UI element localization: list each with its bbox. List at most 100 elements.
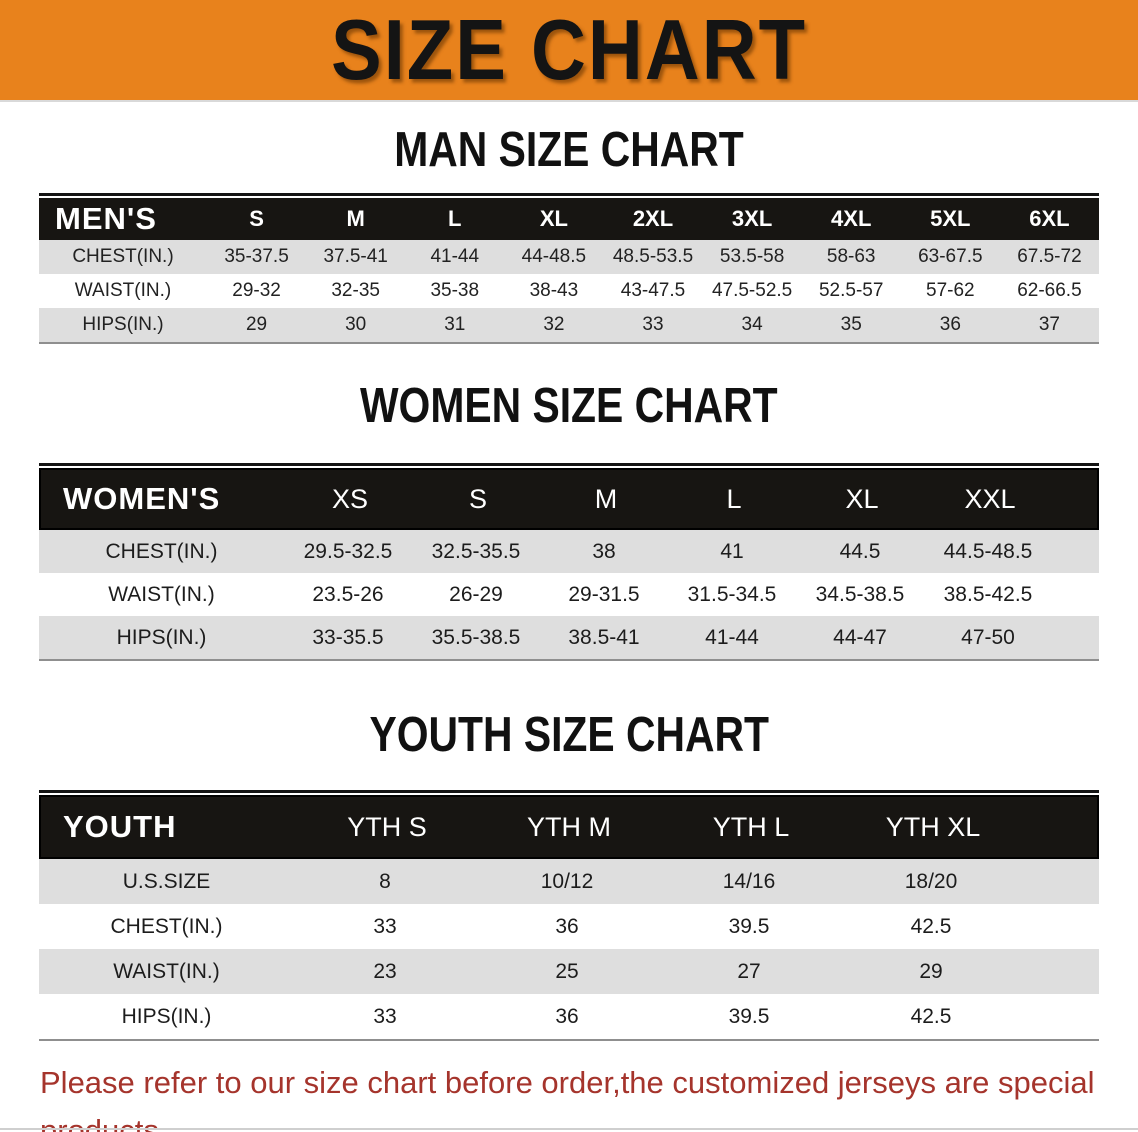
youth-size-section: YOUTH SIZE CHART YOUTH YTH S YTH M YTH L YTH… [0,707,1138,1041]
size-column-header: XS [331,483,369,514]
table-header-row: MEN'S S M L XL 2XL 3XL 4XL 5XL 6XL [39,198,1099,240]
order-policy-line-1: Please refer to our size chart before or… [40,1065,1095,1132]
table-cell: 23.5-26 [312,582,384,606]
table-cell: 39.5 [728,914,770,938]
table-row: CHEST(IN.) 29.5-32.5 32.5-35.5 38 41 44.5 44.5… [39,530,1099,573]
table-row: WAIST(IN.) 29-32 32-35 35-38 38-43 43-47.5 47.… [39,274,1099,308]
table-cell: 58-63 [826,246,876,267]
table-cell: 31 [444,314,466,335]
table-cell: 27 [737,959,761,983]
table-cell: 33-35.5 [312,625,384,649]
table-cell: 44.5 [839,539,881,563]
row-label-cell: CHEST(IN.) [72,246,174,267]
youth-size-table: YOUTH YTH S YTH M YTH L YTH XL U.S.SIZE 8 10/12… [39,790,1099,1041]
row-label-cell: HIPS(IN.) [121,1004,212,1028]
size-column-header: 5XL [930,206,971,231]
table-cell: 38 [592,539,616,563]
men-size-section: MAN SIZE CHART MEN'S S M L XL 2XL 3XL 4XL 5XL 6XL… [0,122,1138,344]
table-cell: 41-44 [430,246,480,267]
table-cell: 34.5-38.5 [815,582,905,606]
table-cell: 36 [939,314,961,335]
women-section-heading: WOMEN SIZE CHART [0,378,1138,433]
table-cell: 29 [919,959,943,983]
table-cell: 33 [373,1004,397,1028]
table-header-label: WOMEN'S [63,481,221,516]
size-column-header: L [448,206,462,231]
table-cell: 35.5-38.5 [431,625,521,649]
table-cell: 67.5-72 [1017,246,1082,267]
table-row: HIPS(IN.) 33-35.5 35.5-38.5 38.5-41 41-44 44-… [39,616,1099,659]
table-cell: 35 [840,314,862,335]
row-label-cell: WAIST(IN.) [74,280,172,301]
table-cell: 34 [741,314,763,335]
table-cell: 44-48.5 [521,246,587,267]
table-cell: 44-47 [833,625,887,649]
order-policy-note: Please refer to our size chart before or… [40,1059,1110,1132]
table-cell: 47-50 [961,625,1015,649]
size-column-header: 4XL [831,206,872,231]
table-cell: 8 [379,869,391,893]
table-cell: 33 [642,314,664,335]
row-label-cell: WAIST(IN.) [108,582,215,606]
men-section-heading: MAN SIZE CHART [0,122,1138,177]
size-column-header: M [594,483,618,514]
table-header-label: YOUTH [63,809,177,844]
table-cell: 42.5 [910,914,952,938]
men-section-heading-text: MAN SIZE CHART [394,122,744,178]
table-cell: 35-37.5 [224,246,289,267]
women-section-heading-text: WOMEN SIZE CHART [360,378,778,434]
size-column-header: YTH M [527,811,611,842]
table-cell: 57-62 [926,280,975,301]
men-size-table: MEN'S S M L XL 2XL 3XL 4XL 5XL 6XL CHEST(IN.) 35-37… [39,193,1099,344]
table-cell: 31.5-34.5 [687,582,777,606]
size-column-header: S [249,206,264,231]
table-cell: 32 [543,314,565,335]
size-column-header: XL [539,206,568,231]
table-header-row: WOMEN'S XS S M L XL XXL [39,468,1099,530]
banner-title: SIZE CHART [331,2,807,98]
table-row: WAIST(IN.) 23 25 27 29 [39,949,1099,994]
table-cell: 35-38 [430,280,480,301]
table-row: U.S.SIZE 8 10/12 14/16 18/20 [39,859,1099,904]
table-cell: 48.5-53.5 [612,246,694,267]
table-row: CHEST(IN.) 35-37.5 37.5-41 41-44 44-48.5 48.5… [39,240,1099,274]
table-cell: 29-31.5 [568,582,640,606]
size-column-header: 2XL [632,206,674,231]
table-row: HIPS(IN.) 29 30 31 32 33 34 35 36 37 [39,308,1099,342]
table-cell: 30 [345,314,367,335]
row-label-cell: HIPS(IN.) [82,314,164,335]
size-column-header: YTH L [712,811,790,842]
table-cell: 63-67.5 [918,246,983,267]
table-cell: 10/12 [540,869,594,893]
women-size-section: WOMEN SIZE CHART WOMEN'S XS S M L XL XXL CHEST(… [0,378,1138,661]
row-label-cell: CHEST(IN.) [110,914,223,938]
table-cell: 18/20 [904,869,958,893]
youth-section-heading: YOUTH SIZE CHART [0,707,1138,762]
table-row: HIPS(IN.) 33 36 39.5 42.5 [39,994,1099,1039]
table-cell: 37 [1038,314,1060,335]
table-cell: 26-29 [449,582,503,606]
table-cell: 33 [373,914,397,938]
table-cell: 41 [720,539,744,563]
women-size-table: WOMEN'S XS S M L XL XXL CHEST(IN.) 29.5-32.5 32.5… [39,463,1099,661]
size-column-header: S [468,483,487,514]
table-cell: 29-32 [232,280,281,301]
size-column-header: XXL [964,483,1016,514]
table-cell: 53.5-58 [719,246,785,267]
table-cell: 36 [555,914,579,938]
row-label-cell: CHEST(IN.) [105,539,218,563]
youth-section-heading-text: YOUTH SIZE CHART [369,707,769,763]
table-cell: 14/16 [722,869,776,893]
size-column-header: XL [845,483,879,514]
row-label-cell: U.S.SIZE [122,869,211,893]
table-row: WAIST(IN.) 23.5-26 26-29 29-31.5 31.5-34.5 34… [39,573,1099,616]
table-cell: 38-43 [529,280,579,301]
table-cell: 23 [373,959,397,983]
bottom-divider [0,1128,1138,1130]
table-cell: 32-35 [331,280,380,301]
size-chart-banner: SIZE CHART [0,0,1138,102]
size-column-header: YTH XL [885,811,981,842]
size-column-header: 6XL [1029,206,1070,231]
table-cell: 39.5 [728,1004,770,1028]
row-label-cell: WAIST(IN.) [113,959,220,983]
